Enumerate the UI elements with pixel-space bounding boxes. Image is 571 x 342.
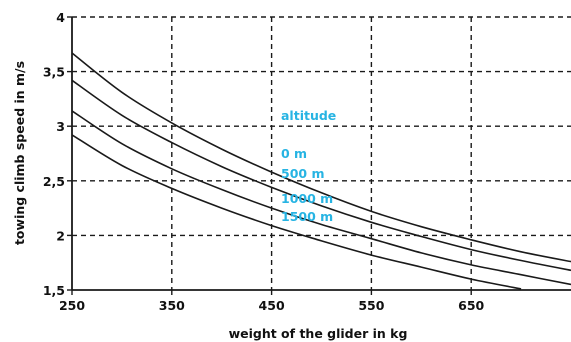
y-tick-label: 1,5 <box>43 283 65 298</box>
x-tick-label: 250 <box>59 298 85 313</box>
x-axis-label: weight of the glider in kg <box>229 326 408 341</box>
axes <box>71 17 571 291</box>
series-label: 1500 m <box>281 209 333 224</box>
curve-0m <box>71 52 571 263</box>
x-tick-label: 650 <box>458 298 484 313</box>
curve-500m <box>71 79 571 272</box>
y-tick-label: 2 <box>56 228 65 243</box>
grid <box>72 16 571 290</box>
y-tick-label: 3 <box>56 119 65 134</box>
y-axis-label: towing climb speed in m/s <box>12 61 27 245</box>
x-tick-label: 450 <box>259 298 285 313</box>
legend-title: altitude <box>281 108 336 123</box>
curve-1500m <box>71 134 522 290</box>
tick-labels: 250 350 450 550 650 1,5 2 2,5 3 3,5 4 <box>43 10 485 313</box>
series-label: 0 m <box>281 146 307 161</box>
y-tick-label: 2,5 <box>43 174 65 189</box>
x-tick-label: 550 <box>358 298 384 313</box>
series-label: 500 m <box>281 166 324 181</box>
curve-1000m <box>71 110 571 286</box>
annotations: altitude 0 m 500 m 1000 m 1500 m <box>281 108 336 224</box>
y-tick-label: 3,5 <box>43 65 65 80</box>
curves <box>71 52 571 290</box>
x-tick-label: 350 <box>159 298 185 313</box>
series-label: 1000 m <box>281 191 333 206</box>
y-tick-label: 4 <box>56 10 65 25</box>
